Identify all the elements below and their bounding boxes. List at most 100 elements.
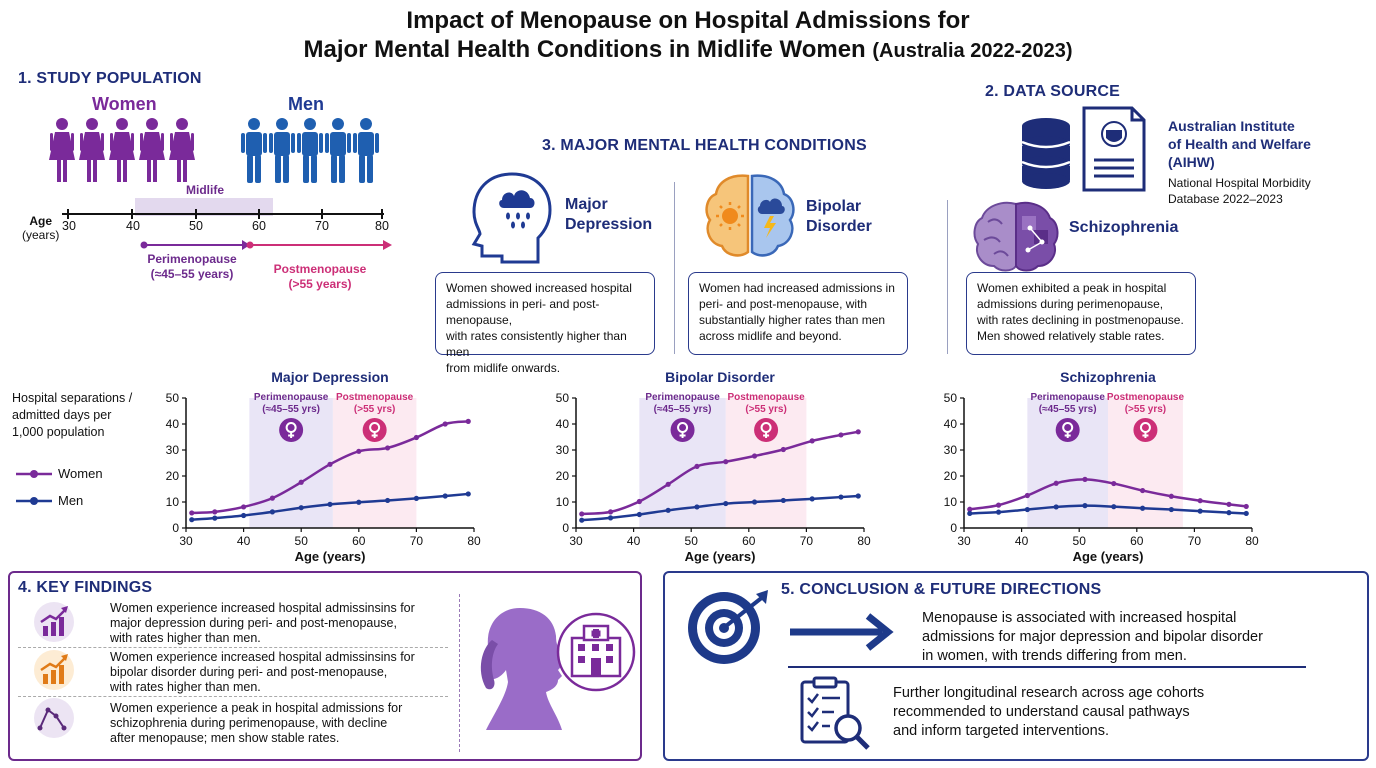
- data-point-women: [356, 448, 362, 454]
- magnifier-icon: [834, 714, 862, 742]
- chart-bipolar-disorder: Bipolar Disorder Perimenopause(≈45–55 yrs…: [556, 369, 871, 564]
- data-point-men: [1226, 510, 1232, 516]
- x-tick-label: 30: [179, 534, 193, 548]
- data-point-men: [995, 509, 1002, 515]
- men-label: Men: [288, 94, 324, 114]
- data-point-women: [579, 511, 585, 517]
- data-point-men: [356, 499, 362, 505]
- data-point-men: [780, 497, 786, 504]
- female-symbol-icon: [279, 418, 304, 442]
- shaded-region-label: Perimenopause: [1030, 392, 1105, 403]
- shaded-region: [725, 398, 807, 528]
- conclusion-panel: [663, 571, 1369, 761]
- data-point-women: [385, 445, 391, 451]
- finding-bipolar: Women experience increased hospital admi…: [110, 650, 415, 694]
- conclusion-statement: Menopause is associated with increased h…: [922, 610, 1263, 664]
- y-tick-label: 50: [944, 391, 958, 405]
- shaded-region-label: (>55 yrs): [745, 404, 786, 415]
- shaded-region-label: Perimenopause: [645, 392, 720, 403]
- aihw-org-name: Australian Institute of Health and Welfa…: [1168, 118, 1311, 170]
- shaded-region-label: (>55 yrs): [354, 404, 395, 415]
- y-tick-label: 40: [944, 417, 958, 431]
- study-population-heading: 1. STUDY POPULATION: [18, 70, 202, 87]
- data-point-men: [1197, 508, 1203, 514]
- future-directions: Further longitudinal research across age…: [893, 685, 1205, 739]
- data-point-men: [607, 515, 614, 521]
- study-population-graphic: [49, 118, 392, 250]
- data-point-men: [1139, 505, 1146, 511]
- divider: [18, 696, 448, 697]
- legend-women-marker: [16, 469, 52, 478]
- man-icon: [325, 118, 351, 183]
- x-tick-label: 80: [1245, 534, 1259, 548]
- woman-icon: [49, 118, 75, 182]
- shaded-region-label: (≈45–55 yrs): [262, 404, 320, 415]
- legend-men: Men: [16, 493, 83, 508]
- man-icon: [269, 118, 295, 183]
- depression-description: Women showed increased hospital admissio…: [435, 272, 655, 375]
- x-tick-label: 80: [467, 534, 481, 548]
- female-symbol-icon: [754, 418, 779, 442]
- data-point-men: [385, 497, 391, 504]
- chart-schizophrenia: Schizophrenia Perimenopause(≈45–55 yrs) Po…: [944, 369, 1259, 564]
- women-label: Women: [92, 94, 157, 114]
- arrow-right-icon: [790, 613, 894, 651]
- chart-title: Schizophrenia: [1060, 369, 1156, 385]
- finding-depression: Women experience increased hospital admi…: [110, 601, 415, 645]
- chart-major-depression: Major Depression Perimenopause(≈45–55 yrs…: [166, 369, 481, 564]
- data-source-graphic: [1021, 106, 1146, 192]
- data-point-men: [1168, 506, 1174, 513]
- data-point-men: [838, 494, 844, 500]
- y-tick-label: 40: [166, 417, 180, 431]
- midlife-label: Midlife: [186, 183, 224, 197]
- data-point-men: [212, 515, 218, 521]
- shaded-region-label: (≈45–55 yrs): [654, 404, 712, 415]
- data-point-women: [665, 481, 671, 487]
- data-point-women: [298, 479, 304, 485]
- postmenopause-label: Postmenopause (>55 years): [273, 262, 367, 291]
- data-point-women: [1243, 503, 1249, 510]
- data-point-men: [413, 495, 419, 501]
- data-point-women: [1053, 480, 1059, 486]
- data-point-women: [413, 434, 419, 441]
- data-point-women: [1197, 498, 1203, 504]
- depression-head-icon: [471, 172, 552, 264]
- data-point-men: [751, 499, 758, 505]
- y-tick-label: 10: [556, 495, 570, 509]
- age-tick: 40: [126, 219, 140, 233]
- y-tick-label: 50: [556, 391, 570, 405]
- data-point-women: [751, 453, 758, 459]
- women-icon-group: [49, 118, 195, 182]
- divider: [788, 666, 1306, 668]
- finding-schizophrenia: Women experience a peak in hospital admi…: [110, 701, 403, 745]
- x-tick-label: 60: [742, 534, 756, 548]
- y-tick-label: 10: [944, 495, 958, 509]
- database-name: National Hospital Morbidity Database 202…: [1168, 176, 1311, 206]
- chart-title: Bipolar Disorder: [665, 369, 775, 385]
- data-point-women: [1111, 480, 1117, 487]
- age-tick: 80: [375, 219, 389, 233]
- divider: [459, 594, 460, 752]
- y-tick-label: 40: [556, 417, 570, 431]
- chart-title: Major Depression: [271, 369, 388, 385]
- database-icon: [1022, 118, 1070, 189]
- x-tick-label: 30: [957, 534, 971, 548]
- bipolar-name: Bipolar Disorder: [806, 198, 872, 235]
- age-tick: 70: [315, 219, 329, 233]
- conditions-heading: 3. MAJOR MENTAL HEALTH CONDITIONS: [542, 137, 867, 154]
- data-point-men: [665, 507, 671, 513]
- schizophrenia-brain-icon: [973, 201, 1059, 272]
- midlife-band: [135, 198, 273, 216]
- man-icon: [241, 118, 267, 183]
- shaded-region-label: (>55 yrs): [1125, 404, 1166, 415]
- y-tick-label: 0: [172, 521, 179, 535]
- legend-men-marker: [16, 496, 52, 505]
- data-point-women: [838, 432, 844, 438]
- data-point-women: [1139, 487, 1146, 494]
- key-findings-icons: [34, 602, 74, 738]
- x-tick-label: 70: [410, 534, 424, 548]
- y-tick-label: 0: [562, 521, 569, 535]
- y-tick-label: 20: [166, 469, 180, 483]
- data-point-men: [327, 501, 333, 507]
- data-point-men: [636, 511, 642, 518]
